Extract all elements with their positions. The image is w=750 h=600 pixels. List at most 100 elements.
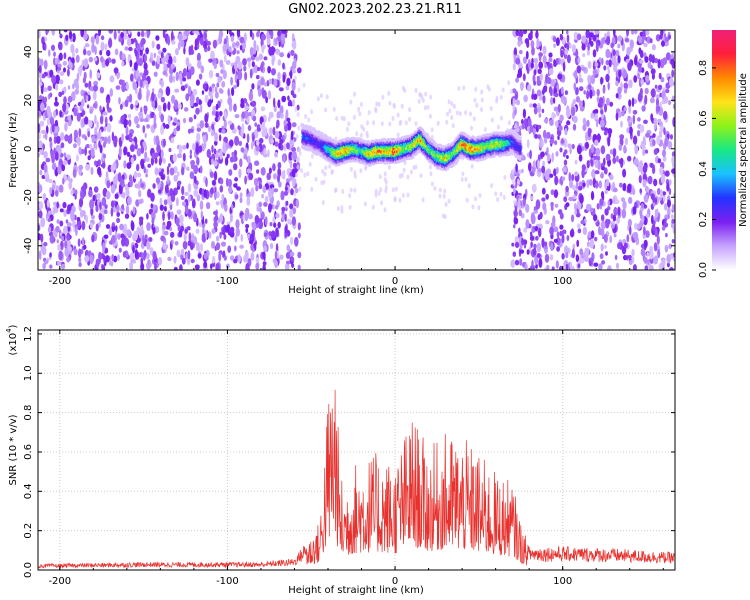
heatmap-cell [49,92,53,98]
heatmap-cell [374,192,378,198]
heatmap-cell [671,60,675,69]
heatmap-cell [83,244,87,250]
heatmap-cell [57,165,62,175]
heatmap-cell [284,32,288,38]
heatmap-cell [137,180,141,191]
heatmap-cell [590,230,595,239]
heatmap-cell [294,187,299,194]
heatmap-cell [447,198,451,204]
heatmap-cell [289,208,294,218]
heatmap-cell [102,242,106,252]
heatmap-cell [73,107,78,117]
heatmap-cell [132,81,138,91]
heatmap-cell [288,99,292,106]
heatmap-cell [215,201,220,206]
heatmap-cell [662,57,668,65]
heatmap-cell [147,188,152,198]
heatmap-cell [537,168,542,173]
heatmap-cell [272,216,276,223]
heatmap-cell [291,122,297,128]
heatmap-cell [53,101,59,107]
heatmap-cell [632,109,638,115]
heatmap-cell [207,231,212,239]
heatmap-cell [515,94,518,99]
heatmap-cell [188,117,193,123]
heatmap-cell [133,171,138,180]
heatmap-cell [391,187,395,193]
heatmap-cell [617,35,623,42]
heatmap-cell [196,132,201,142]
heatmap-cell [134,143,138,150]
heatmap-cell [546,131,551,139]
heatmap-cell [544,253,550,263]
heatmap-cell [98,251,102,262]
heatmap-cell [549,173,554,178]
heatmap-cell [592,69,598,76]
heatmap-cell [322,179,326,185]
heatmap-cell [115,225,118,232]
heatmap-cell [246,233,251,239]
heatmap-cell [621,110,625,117]
heatmap-cell [561,252,565,260]
heatmap-cell [266,38,271,46]
heatmap-cell [215,72,220,78]
heatmap-cell [616,216,620,224]
heatmap-cell [235,227,240,237]
heatmap-cell [221,193,225,202]
heatmap-cell [617,206,621,216]
heatmap-cell [605,59,610,66]
heatmap-cell [210,50,215,61]
heatmap-cell [295,133,299,139]
heatmap-cell [671,69,675,78]
heatmap-cell [140,163,145,170]
heatmap-cell [104,43,108,51]
heatmap-cell [225,60,231,65]
heatmap-cell [107,135,111,145]
heatmap-cell [615,112,619,121]
heatmap-cell [81,220,86,231]
heatmap-cell [228,178,232,188]
heatmap-cell [211,123,215,131]
heatmap-cell [73,248,78,256]
heatmap-cell [63,52,67,60]
heatmap-cell [398,173,402,179]
heatmap-cell [174,241,179,246]
heatmap-cell [650,68,656,75]
heatmap-cell [176,171,180,177]
heatmap-cell [198,73,203,80]
heatmap-cell [221,128,226,134]
heatmap-cell [588,179,593,186]
heatmap-cell [213,160,218,167]
heatmap-cell [542,45,547,55]
heatmap-cell [64,247,70,258]
heatmap-cell [82,110,86,116]
heatmap-cell [169,167,175,176]
heatmap-cell [542,202,547,211]
heatmap-cell [150,203,154,209]
heatmap-cell [38,30,41,39]
heatmap-cell [489,106,493,111]
heatmap-cell [106,101,110,111]
heatmap-cell [541,165,546,174]
heatmap-cell [279,138,284,145]
heatmap-cell [514,207,518,212]
heatmap-cell [277,59,282,66]
heatmap-cell [94,114,97,125]
heatmap-cell [384,179,388,185]
heatmap-cell [443,214,447,220]
heatmap-cell [605,251,608,256]
heatmap-cell [637,117,641,122]
heatmap-cell [78,128,82,138]
heatmap-cell [653,148,658,155]
heatmap-cell [618,69,622,78]
heatmap-cell [123,30,127,38]
heatmap-cell [578,100,583,108]
heatmap-cell [204,218,208,224]
heatmap-cell [132,244,135,254]
heatmap-cell [408,116,412,122]
heatmap-cell [594,108,599,115]
heatmap-cell [664,244,669,253]
heatmap-cell [153,122,157,129]
heatmap-cell [284,123,289,132]
heatmap-cell [58,91,63,98]
